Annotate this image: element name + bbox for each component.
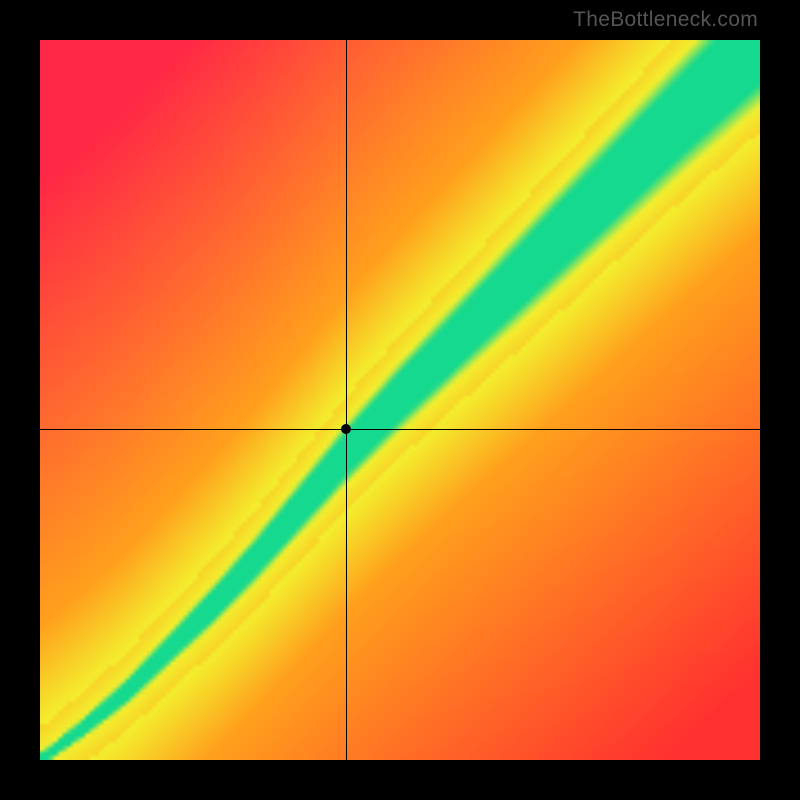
- heatmap-plot-area: [40, 40, 760, 760]
- selected-point-marker: [341, 424, 351, 434]
- crosshair-vertical: [346, 40, 347, 760]
- heatmap-canvas: [40, 40, 760, 760]
- watermark-text: TheBottleneck.com: [573, 8, 758, 32]
- crosshair-horizontal: [40, 429, 760, 430]
